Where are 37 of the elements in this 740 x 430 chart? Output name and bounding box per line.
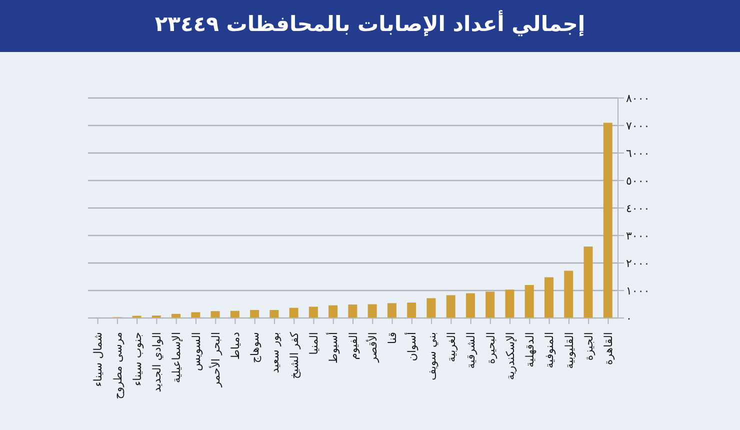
x-tick-label: المنيا (308, 332, 321, 355)
x-tick-label: بني سويف (425, 332, 438, 380)
x-tick-label: كفر الشيخ (288, 331, 301, 380)
x-tick-label: الجيزة (582, 332, 596, 361)
y-tick-label: ٥٠٠٠ (626, 174, 650, 188)
y-tick-label: ٤٠٠٠ (626, 202, 650, 215)
x-tick-label: السويس (190, 332, 203, 371)
y-tick-label: ٠ (626, 312, 632, 325)
x-tick-label: شمال سيناء (92, 332, 105, 387)
x-tick-label: الإسكندرية (504, 332, 517, 380)
x-tick-label: الفيوم (346, 332, 360, 360)
x-tick-label: المنوفية (543, 332, 556, 368)
x-tick-label: سوهاج (248, 332, 262, 364)
x-tick-label: أسوان (404, 332, 419, 362)
x-tick-label: البحر الأحمر (208, 332, 222, 388)
x-tick-label: الشرقية (464, 332, 478, 369)
chart-title: إجمالي أعداد الإصابات بالمحافظات ٢٣٤٤٩ (154, 12, 586, 36)
x-tick-label: جنوب سيناء (130, 332, 144, 386)
x-tick-label: مرسى مطروح (111, 332, 124, 400)
x-tick-label: القاهرة (602, 332, 616, 365)
x-tick-label: أسيوط (326, 332, 340, 364)
x-tick-label: دمياط (229, 332, 242, 360)
y-tick-label: ٣٠٠٠ (626, 229, 650, 242)
x-tick-label: البحيرة (484, 332, 498, 364)
x-tick-label: قنا (386, 332, 400, 344)
y-tick-label: ٢٠٠٠ (626, 256, 650, 270)
x-tick-label: الإسماعيلية (170, 332, 184, 383)
y-tick-label: ١٠٠٠ (626, 284, 650, 298)
x-tick-label: الدقهلية (524, 332, 537, 368)
y-tick-label: ٨٠٠٠ (626, 92, 650, 105)
x-tick-label: الأقصر (365, 332, 380, 364)
x-tick-label: القليوبية (562, 332, 576, 369)
y-tick-label: ٧٠٠٠ (626, 119, 650, 132)
x-tick-label: بور سعيد (268, 332, 282, 374)
x-tick-label: الغربية (445, 332, 458, 362)
y-tick-label: ٦٠٠٠ (626, 146, 650, 160)
x-tick-label: الوادي الجديد (150, 332, 164, 392)
